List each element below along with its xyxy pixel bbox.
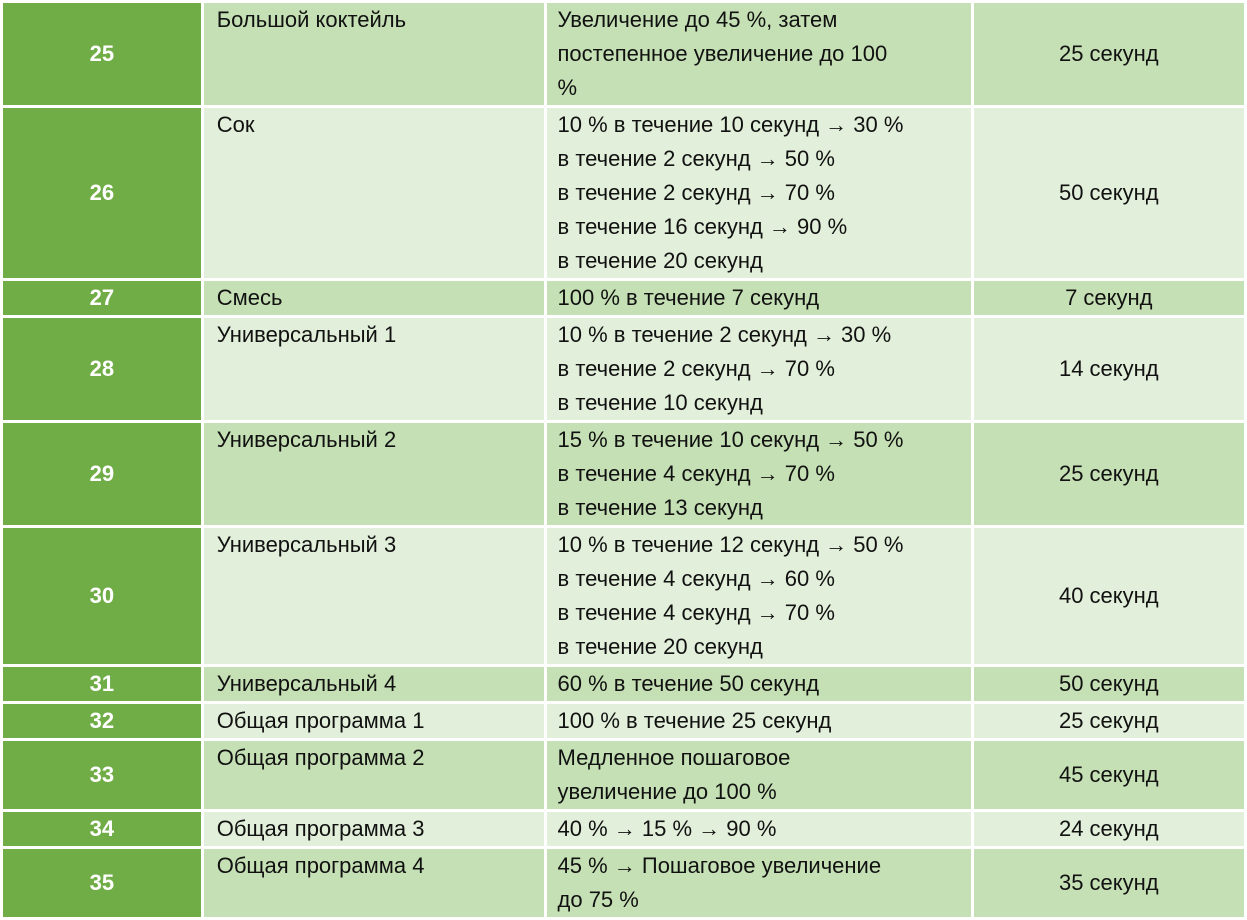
program-table-body: 25 Большой коктейль Увеличение до 45 %, … (3, 3, 1244, 917)
description-line: Медленное пошаговое (557, 745, 791, 770)
table-row: 30 Универсальный 3 10 % в течение 12 сек… (3, 528, 1244, 664)
description-line: увеличение до 100 % (557, 779, 777, 804)
program-description: 45 % → Пошаговое увеличение до 75 % (546, 849, 971, 917)
program-name: Универсальный 1 (203, 318, 544, 420)
description-line: постепенное увеличение до 100 (557, 41, 888, 66)
program-description: 10 % в течение 10 секунд → 30 % в течение… (546, 108, 971, 278)
description-line: 10 % в течение 10 секунд → 30 % (557, 112, 904, 137)
description-line: 45 % → Пошаговое увеличение (557, 853, 882, 878)
table-row: 25 Большой коктейль Увеличение до 45 %, … (3, 3, 1244, 105)
program-name: Сок (203, 108, 544, 278)
table-row: 34 Общая программа 3 40 % → 15 % → 90 % … (3, 812, 1244, 846)
program-description: 100 % в течение 7 секунд (546, 281, 971, 315)
program-duration: 25 секунд (973, 3, 1244, 105)
program-duration: 24 секунд (973, 812, 1244, 846)
program-duration: 25 секунд (973, 423, 1244, 525)
table-row: 35 Общая программа 4 45 % → Пошаговое ув… (3, 849, 1244, 917)
program-duration: 7 секунд (973, 281, 1244, 315)
program-name: Общая программа 3 (203, 812, 544, 846)
description-line: Увеличение до 45 %, затем (557, 7, 838, 32)
program-duration: 45 секунд (973, 741, 1244, 809)
description-line: в течение 4 секунд → 60 % (557, 566, 835, 591)
program-number: 25 (3, 3, 201, 105)
table-row: 29 Универсальный 2 15 % в течение 10 сек… (3, 423, 1244, 525)
description-line: в течение 13 секунд (557, 495, 763, 520)
table-row: 31 Универсальный 4 60 % в течение 50 сек… (3, 667, 1244, 701)
table-row: 27 Смесь 100 % в течение 7 секунд 7 секу… (3, 281, 1244, 315)
program-number: 27 (3, 281, 201, 315)
table-row: 28 Универсальный 1 10 % в течение 2 секу… (3, 318, 1244, 420)
program-name: Универсальный 2 (203, 423, 544, 525)
description-line: в течение 2 секунд → 70 % (557, 356, 835, 381)
program-duration: 25 секунд (973, 704, 1244, 738)
program-description: Увеличение до 45 %, затем постепенное уве… (546, 3, 971, 105)
program-name: Универсальный 3 (203, 528, 544, 664)
description-line: в течение 20 секунд (557, 634, 763, 659)
description-line: % (557, 75, 578, 100)
table-row: 32 Общая программа 1 100 % в течение 25 … (3, 704, 1244, 738)
program-description: Медленное пошаговое увеличение до 100 % (546, 741, 971, 809)
program-description: 10 % в течение 12 секунд → 50 % в течение… (546, 528, 971, 664)
description-line: в течение 2 секунд → 50 % (557, 146, 835, 171)
description-line: 100 % в течение 7 секунд (557, 285, 820, 310)
program-number: 26 (3, 108, 201, 278)
description-line: 10 % в течение 12 секунд → 50 % (557, 532, 904, 557)
program-name: Общая программа 1 (203, 704, 544, 738)
program-description: 10 % в течение 2 секунд → 30 % в течение … (546, 318, 971, 420)
program-description: 40 % → 15 % → 90 % (546, 812, 971, 846)
description-line: до 75 % (557, 887, 639, 912)
program-number: 33 (3, 741, 201, 809)
description-line: 15 % в течение 10 секунд → 50 % (557, 427, 904, 452)
program-number: 31 (3, 667, 201, 701)
program-duration: 50 секунд (973, 667, 1244, 701)
description-line: в течение 2 секунд → 70 % (557, 180, 835, 205)
program-number: 35 (3, 849, 201, 917)
description-line: 40 % → 15 % → 90 % (557, 816, 777, 841)
program-number: 34 (3, 812, 201, 846)
program-name: Большой коктейль (203, 3, 544, 105)
program-number: 28 (3, 318, 201, 420)
program-name: Смесь (203, 281, 544, 315)
description-line: в течение 4 секунд → 70 % (557, 461, 835, 486)
table-row: 33 Общая программа 2 Медленное пошаговое… (3, 741, 1244, 809)
description-line: в течение 20 секунд (557, 248, 763, 273)
description-line: в течение 10 секунд (557, 390, 763, 415)
description-line: в течение 4 секунд → 70 % (557, 600, 835, 625)
program-duration: 50 секунд (973, 108, 1244, 278)
program-description: 100 % в течение 25 секунд (546, 704, 971, 738)
description-line: 10 % в течение 2 секунд → 30 % (557, 322, 892, 347)
description-line: в течение 16 секунд → 90 % (557, 214, 848, 239)
program-name: Общая программа 2 (203, 741, 544, 809)
description-line: 100 % в течение 25 секунд (557, 708, 832, 733)
program-number: 30 (3, 528, 201, 664)
program-name: Общая программа 4 (203, 849, 544, 917)
program-name: Универсальный 4 (203, 667, 544, 701)
program-number: 29 (3, 423, 201, 525)
program-duration: 35 секунд (973, 849, 1244, 917)
table-row: 26 Сок 10 % в течение 10 секунд → 30 % в … (3, 108, 1244, 278)
program-description: 60 % в течение 50 секунд (546, 667, 971, 701)
description-line: 60 % в течение 50 секунд (557, 671, 820, 696)
program-duration: 14 секунд (973, 318, 1244, 420)
program-description: 15 % в течение 10 секунд → 50 % в течение… (546, 423, 971, 525)
program-number: 32 (3, 704, 201, 738)
program-duration: 40 секунд (973, 528, 1244, 664)
